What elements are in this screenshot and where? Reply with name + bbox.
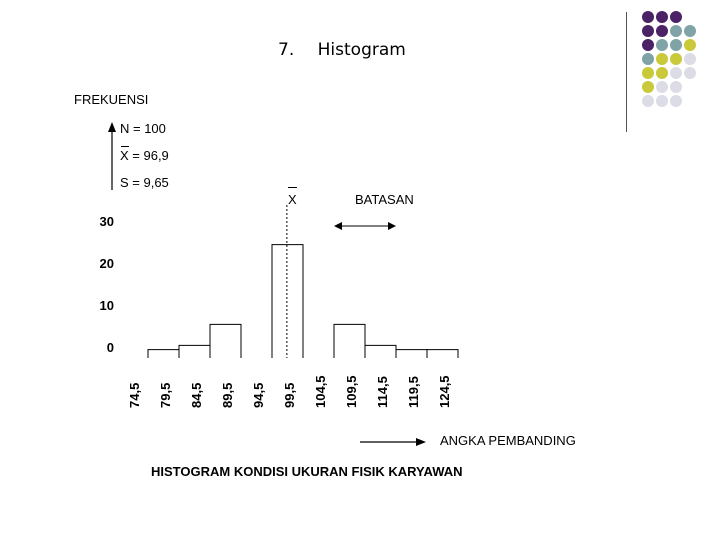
- decorative-dot: [642, 67, 654, 79]
- x-tick-label: 124,5: [437, 375, 452, 408]
- stat-mean: X = 96,9: [120, 148, 169, 163]
- decorative-dot: [642, 95, 654, 107]
- decorative-dot: [670, 81, 682, 93]
- decorative-dot: [642, 81, 654, 93]
- decorative-dot: [670, 53, 682, 65]
- decorative-dot: [684, 53, 696, 65]
- decorative-dot: [642, 25, 654, 37]
- decorative-dot: [670, 95, 682, 107]
- decorative-dot: [656, 95, 668, 107]
- chart-title: HISTOGRAM KONDISI UKURAN FISIK KARYAWAN: [151, 464, 463, 479]
- y-axis-arrowhead: [108, 122, 116, 132]
- histogram-bar: [209, 323, 242, 358]
- slide-title-text: Histogram: [317, 40, 406, 60]
- stat-n: N = 100: [120, 121, 166, 136]
- decorative-dot: [670, 67, 682, 79]
- y-tick-label: 20: [100, 256, 114, 271]
- limit-arrowhead-left: [334, 222, 342, 230]
- x-tick-label: 114,5: [375, 376, 390, 408]
- x-tick-label: 99,5: [282, 383, 297, 408]
- histogram-bar: [364, 344, 397, 358]
- decorative-dot: [656, 67, 668, 79]
- mean-marker-overline: [288, 187, 297, 188]
- decorative-dot: [670, 39, 682, 51]
- decorative-dot: [656, 53, 668, 65]
- histogram-bar: [271, 244, 304, 358]
- mean-marker-label: X: [288, 192, 297, 207]
- decorative-dot: [642, 39, 654, 51]
- x-axis-arrowhead: [416, 438, 426, 446]
- decorative-dot: [656, 11, 668, 23]
- x-tick-label: 84,5: [189, 383, 204, 408]
- decorative-dot: [670, 25, 682, 37]
- slide-number: 7.: [278, 40, 295, 60]
- decorative-dot-grid: [642, 11, 696, 107]
- x-axis-label: ANGKA PEMBANDING: [440, 433, 576, 448]
- x-tick-label: 119,5: [406, 376, 421, 408]
- decorative-dot: [684, 39, 696, 51]
- decorative-dot: [656, 81, 668, 93]
- decorative-dot: [642, 53, 654, 65]
- x-tick-label: 89,5: [220, 383, 235, 408]
- histogram-bar: [178, 344, 211, 358]
- x-tick-label: 74,5: [127, 383, 142, 408]
- x-tick-label: 109,5: [344, 375, 359, 408]
- slide-title: 7. Histogram: [278, 40, 406, 60]
- x-tick-label: 79,5: [158, 383, 173, 408]
- histogram-bar: [395, 349, 428, 358]
- decorative-dot: [656, 25, 668, 37]
- decorative-dot: [684, 25, 696, 37]
- decorative-dot: [684, 67, 696, 79]
- y-tick-label: 30: [100, 214, 114, 229]
- y-tick-label: 10: [100, 298, 114, 313]
- histogram-bar: [426, 349, 459, 358]
- decorative-divider: [626, 12, 627, 132]
- y-tick-label: 0: [107, 340, 114, 355]
- limit-label: BATASAN: [355, 192, 414, 207]
- x-tick-label: 94,5: [251, 383, 266, 408]
- stat-mean-overline: [121, 146, 129, 147]
- histogram-bar: [333, 323, 366, 358]
- decorative-dot: [656, 39, 668, 51]
- histogram-bar: [147, 349, 180, 358]
- stat-sd: S = 9,65: [120, 175, 169, 190]
- limit-arrowhead-right: [388, 222, 396, 230]
- y-axis-label: FREKUENSI: [74, 92, 149, 107]
- x-tick-label: 104,5: [313, 375, 328, 408]
- decorative-dot: [670, 11, 682, 23]
- decorative-dot: [642, 11, 654, 23]
